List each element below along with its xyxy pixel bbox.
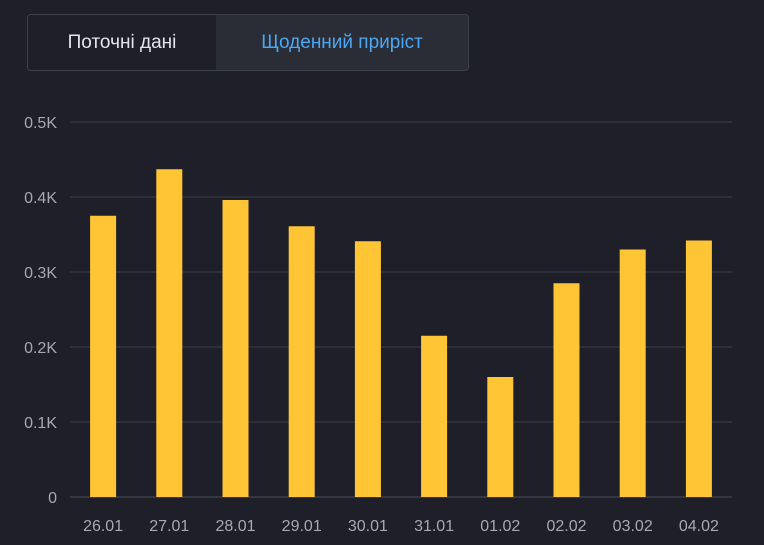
x-tick-label: 30.01 <box>348 518 388 535</box>
x-tick-label: 31.01 <box>414 518 454 535</box>
bar-29.01[interactable] <box>288 226 315 497</box>
bar-04.02[interactable] <box>685 240 712 498</box>
y-tick-label: 0.3K <box>24 265 57 282</box>
x-tick-label: 01.02 <box>480 518 520 535</box>
x-tick-label: 26.01 <box>83 518 123 535</box>
bar-31.01[interactable] <box>421 335 448 497</box>
bar-01.02[interactable] <box>487 377 514 497</box>
x-tick-label: 02.02 <box>546 518 586 535</box>
bar-26.01[interactable] <box>90 215 117 497</box>
bar-03.02[interactable] <box>619 249 646 498</box>
bar-02.02[interactable] <box>553 283 580 497</box>
x-tick-label: 03.02 <box>613 518 653 535</box>
x-tick-label: 27.01 <box>149 518 189 535</box>
bar-28.01[interactable] <box>222 200 249 497</box>
y-tick-label: 0.4K <box>24 190 57 207</box>
tab-current-data[interactable]: Поточні дані <box>28 15 216 70</box>
bar-27.01[interactable] <box>156 169 183 497</box>
y-tick-label: 0 <box>48 490 57 507</box>
y-tick-label: 0.1K <box>24 415 57 432</box>
tab-switcher: Поточні дані Щоденний приріст <box>27 14 469 71</box>
y-tick-label: 0.5K <box>24 115 57 132</box>
x-tick-label: 29.01 <box>282 518 322 535</box>
bar-30.01[interactable] <box>354 241 381 497</box>
tab-daily-growth[interactable]: Щоденний приріст <box>216 15 468 70</box>
x-tick-label: 04.02 <box>679 518 719 535</box>
y-tick-label: 0.2K <box>24 340 57 357</box>
x-tick-label: 28.01 <box>215 518 255 535</box>
